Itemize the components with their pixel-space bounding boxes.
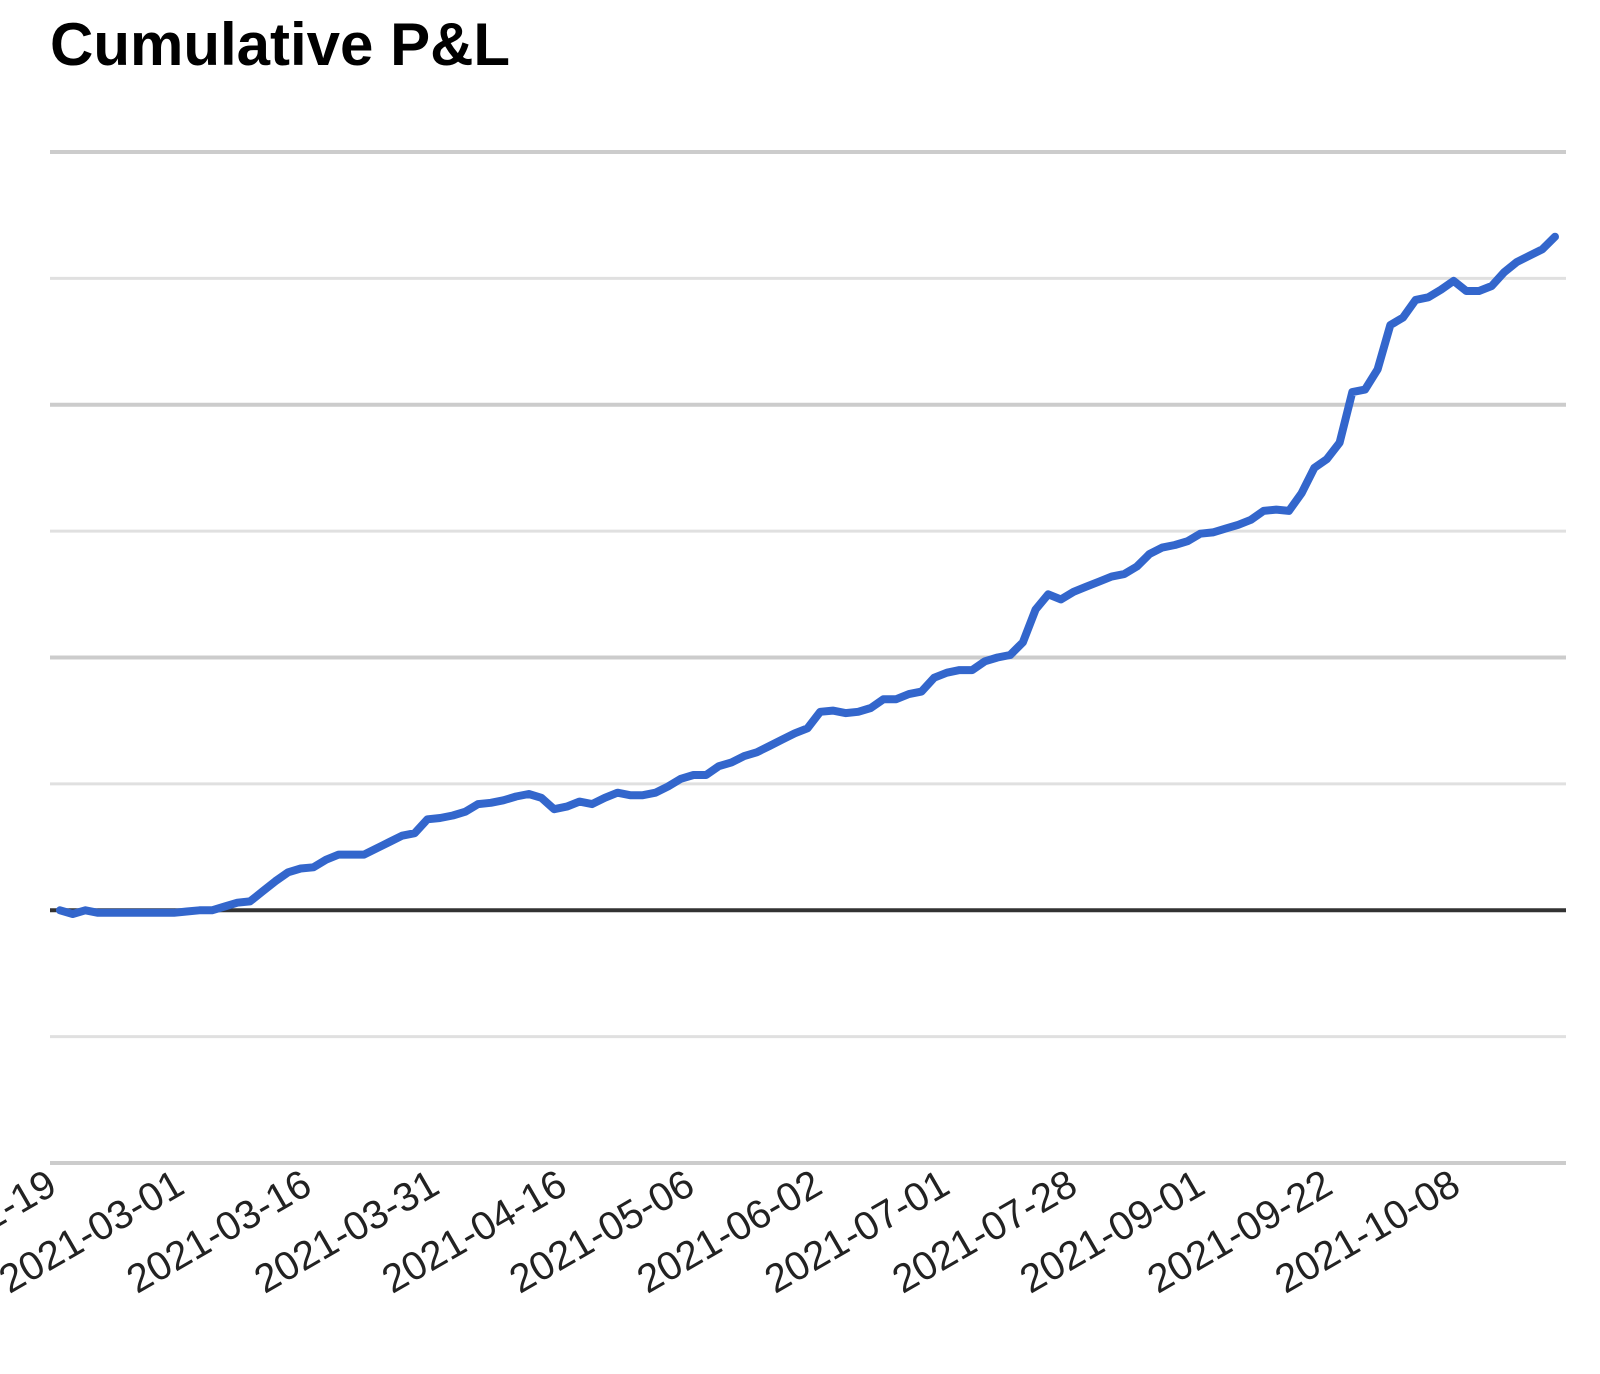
gridlines	[50, 150, 1566, 1165]
chart-title: Cumulative P&L	[50, 11, 511, 78]
series-group	[56, 232, 1559, 918]
x-axis-tick-labels: 2021-02-192021-03-012021-03-162021-03-31…	[0, 1162, 1467, 1302]
series-line-cumulative-pnl	[56, 232, 1559, 918]
